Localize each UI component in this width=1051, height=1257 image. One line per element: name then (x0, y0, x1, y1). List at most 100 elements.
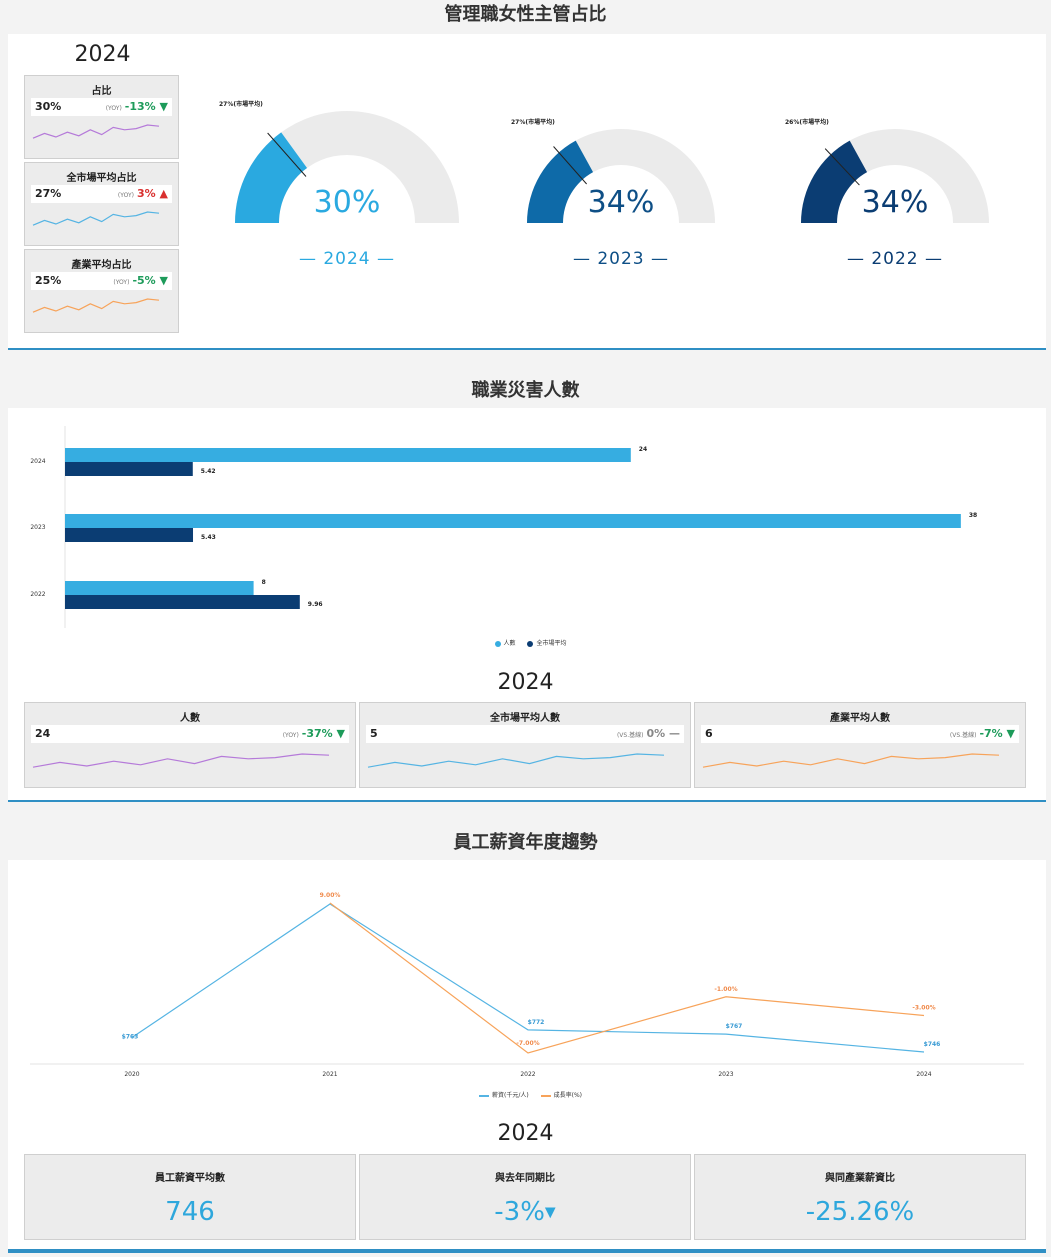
kpi-title: 全市場平均人數 (490, 713, 560, 724)
legend-salary: 薪資(千元/人) (491, 1092, 529, 1099)
kpi-value-row: 24 (YOY) -37% ▼ (31, 725, 349, 743)
gauge-value: 34% (587, 185, 655, 220)
kpi-comparison-label: (VS.基線) (616, 732, 644, 739)
growth-data-label: 9.00% (320, 892, 341, 899)
gauge-track (235, 111, 459, 223)
trend-arrow-icon: ▲ (159, 187, 168, 200)
trend-arrow-icon: ▼ (336, 727, 345, 740)
legend-count: 人數 (503, 640, 516, 647)
summary-title: 與去年同期比 (495, 1173, 555, 1184)
summary-value: -25.26% (695, 1197, 1025, 1227)
sparkline-line (367, 753, 665, 768)
kpi-title: 產業平均占比 (71, 260, 132, 271)
kpi-comparison: (VS.基線) 0% — (617, 727, 680, 740)
sparkline-line (32, 124, 160, 139)
kpi-value-row: 30% (YOY) -13% ▼ (31, 98, 172, 116)
legend-line-salary (478, 1094, 489, 1097)
summary-value-text: 746 (165, 1197, 215, 1227)
bar (65, 595, 300, 609)
growth-data-label: -3.00% (912, 1005, 935, 1012)
kpi-title: 產業平均人數 (830, 713, 890, 724)
x-tick-label: 2020 (124, 1071, 139, 1078)
x-tick-label: 2024 (916, 1071, 931, 1078)
kpi-title: 人數 (180, 713, 200, 724)
bar-data-label: 9.96 (308, 601, 323, 608)
gauge-chart (801, 129, 989, 223)
bar-data-label: 38 (969, 512, 977, 519)
gauge-value: 34% (861, 185, 929, 220)
gauge-market-marker (267, 132, 307, 177)
legend-growth: 成長率(%) (553, 1092, 583, 1099)
kpi-value: 30% (35, 100, 62, 113)
sparkline-line (702, 753, 1000, 768)
kpi-comparison-label: (VS.基線) (949, 732, 977, 739)
kpi-comparison-label: (YOY) (117, 192, 134, 199)
sparkline (32, 298, 160, 313)
kpi-value: 24 (35, 727, 51, 740)
summary-card: 與同產業薪資比 -25.26% (694, 1154, 1026, 1240)
injury-chart-legend: 人數 全市場平均 (0, 638, 1051, 647)
gauge-value: 30% (313, 185, 381, 220)
summary-card: 員工薪資平均數 746 (24, 1154, 356, 1240)
salary-chart-legend: 薪資(千元/人) 成長率(%) (0, 1090, 1051, 1099)
bar (65, 462, 193, 476)
gauge-market-marker (553, 146, 587, 185)
sparkline-line (32, 298, 160, 313)
gauge-market-marker (824, 148, 860, 186)
trend-arrow-icon: ▼ (159, 274, 168, 287)
legend-line-growth (540, 1094, 551, 1097)
growth-series-line (329, 902, 925, 1054)
kpi-value: 5 (370, 727, 378, 740)
gauge-year: — 2024 — (298, 249, 396, 269)
female-managers-panel (8, 34, 1046, 348)
salary-data-label: $767 (726, 1023, 743, 1030)
kpi-comparison-label: (YOY) (105, 105, 122, 112)
kpi-comparison-value: 3% (137, 187, 156, 200)
section-divider (8, 1249, 1046, 1253)
gauge-year: — 2023 — (572, 249, 670, 269)
kpi-comparison: (YOY) -13% ▼ (106, 100, 168, 113)
sparkline (32, 753, 330, 768)
year-label: 2024 (74, 42, 131, 67)
section-title-occupational-injury: 職業災害人數 (471, 380, 580, 401)
gauge-year: — 2022 — (846, 249, 944, 269)
trend-arrow-icon: ▼ (1006, 727, 1015, 740)
bar-data-label: 5.42 (201, 468, 216, 475)
kpi-title: 占比 (91, 86, 112, 97)
kpi-value-row: 25% (YOY) -5% ▼ (31, 272, 172, 290)
kpi-card: 全市場平均人數 5 (VS.基線) 0% — (359, 702, 691, 788)
kpi-card: 全市場平均占比 27% (YOY) 3% ▲ (24, 162, 179, 246)
year-label: 2024 (497, 1121, 554, 1146)
kpi-value-row: 6 (VS.基線) -7% ▼ (701, 725, 1019, 743)
x-tick-label: 2021 (322, 1071, 337, 1078)
kpi-comparison-value: -7% (979, 727, 1003, 740)
gauge-fill (235, 132, 308, 223)
growth-data-label: -7.00% (516, 1040, 539, 1047)
kpi-comparison-value: -13% (124, 100, 156, 113)
sparkline (367, 753, 665, 768)
gauge-chart (527, 129, 715, 223)
kpi-value: 27% (35, 187, 62, 200)
section-divider (8, 348, 1046, 350)
sparkline (32, 211, 160, 226)
summary-value-text: -25.26% (805, 1197, 915, 1227)
kpi-comparison-value: -37% (301, 727, 333, 740)
year-label: 2024 (497, 670, 554, 695)
injury-bar-chart: 2024 24 5.42 2023 38 5.43 2022 8 9.96 (30, 426, 977, 628)
kpi-comparison-label: (YOY) (282, 732, 299, 739)
y-tick-label: 2024 (30, 458, 45, 465)
trend-arrow-icon: ▼ (544, 1204, 556, 1221)
salary-series-line (131, 903, 925, 1053)
summary-title: 與同產業薪資比 (825, 1173, 895, 1184)
kpi-card: 產業平均人數 6 (VS.基線) -7% ▼ (694, 702, 1026, 788)
kpi-title: 全市場平均占比 (66, 173, 137, 184)
salary-line-chart: 2020 2021 2022 2023 2024 $763 $772 $767 $746 9.00… (30, 892, 1024, 1078)
gauge-chart (235, 111, 459, 223)
sparkline-line (32, 753, 330, 768)
kpi-comparison-label: (YOY) (113, 279, 130, 286)
sparkline (702, 753, 1000, 768)
summary-card: 與去年同期比 -3%▼ (359, 1154, 691, 1240)
bar-data-label: 24 (639, 446, 647, 453)
gauge-fill (527, 140, 594, 223)
bar-data-label: 8 (262, 579, 266, 586)
